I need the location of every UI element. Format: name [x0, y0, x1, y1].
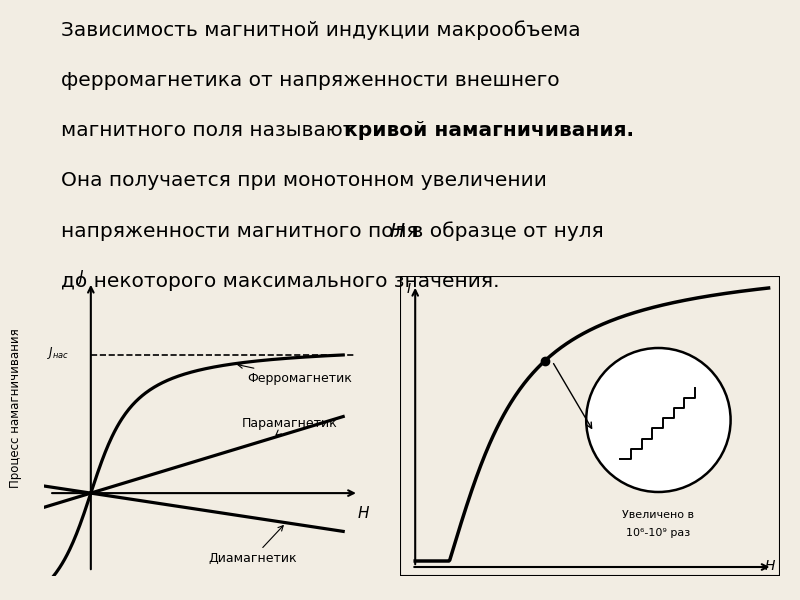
- Text: Она получается при монотонном увеличении: Она получается при монотонном увеличении: [61, 172, 547, 190]
- Text: H: H: [389, 222, 404, 241]
- Text: напряженности магнитного поля: напряженности магнитного поля: [61, 222, 425, 241]
- Text: Увеличено в: Увеличено в: [622, 510, 694, 520]
- Text: Процесс намагничивания: Процесс намагничивания: [9, 328, 22, 488]
- Text: до некоторого максимального значения.: до некоторого максимального значения.: [61, 272, 500, 291]
- Text: Ферромагнетик: Ферромагнетик: [238, 364, 352, 385]
- Text: 10⁶-10⁹ раз: 10⁶-10⁹ раз: [626, 528, 690, 538]
- Text: $I$: $I$: [406, 282, 411, 296]
- Text: $J_{нас}$: $J_{нас}$: [46, 345, 69, 361]
- Ellipse shape: [586, 348, 730, 492]
- Text: в образце от нуля: в образце от нуля: [405, 222, 604, 241]
- Text: $H$: $H$: [764, 559, 776, 573]
- Text: $J$: $J$: [76, 268, 84, 287]
- Text: магнитного поля называют: магнитного поля называют: [61, 121, 361, 140]
- Text: $H$: $H$: [358, 505, 370, 521]
- Text: Диамагнетик: Диамагнетик: [208, 526, 297, 565]
- Text: кривой намагничивания.: кривой намагничивания.: [344, 121, 634, 140]
- Text: Парамагнетик: Парамагнетик: [242, 417, 338, 435]
- Text: Зависимость магнитной индукции макрообъема: Зависимость магнитной индукции макрообъе…: [61, 20, 581, 40]
- Text: ферромагнетика от напряженности внешнего: ферромагнетика от напряженности внешнего: [61, 71, 560, 89]
